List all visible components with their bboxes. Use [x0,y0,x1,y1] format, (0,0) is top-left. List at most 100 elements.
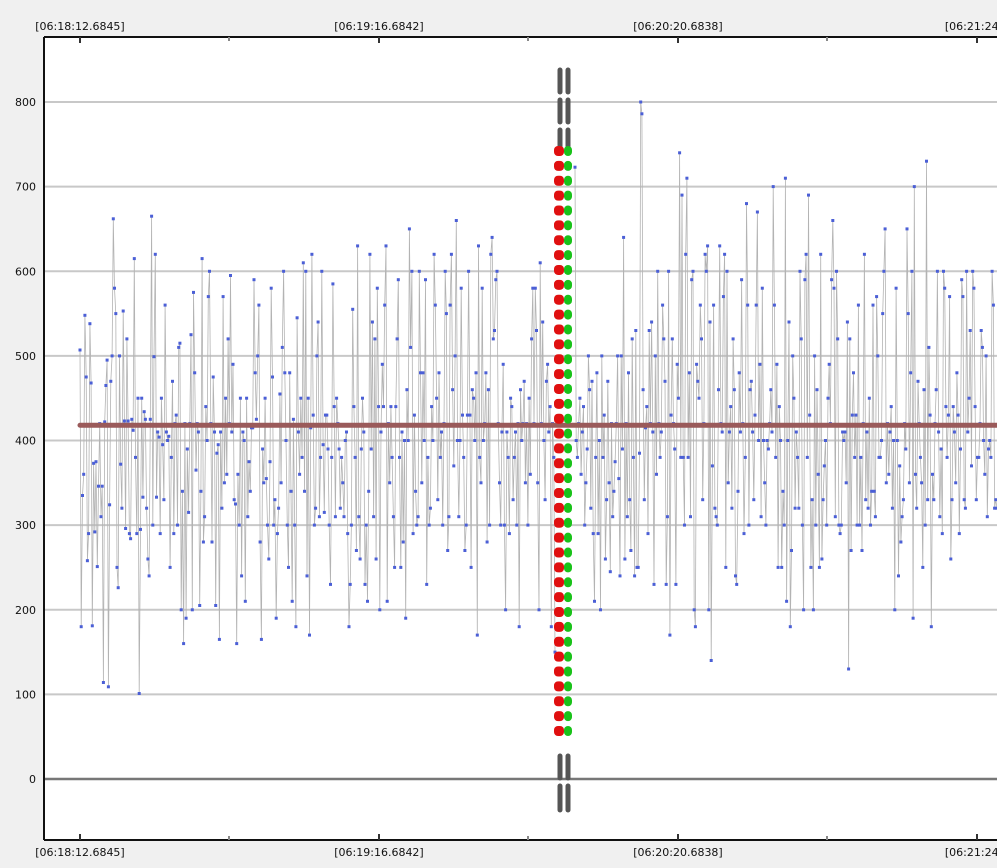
data-point [682,456,685,459]
data-point [315,354,318,357]
data-point [789,625,792,628]
data-point [167,435,170,438]
data-point [445,312,448,315]
data-point [236,473,239,476]
data-point [895,287,898,290]
data-point [831,219,834,222]
marker-green [564,399,572,409]
data-point [240,574,243,577]
marker-red [554,622,564,632]
data-point [143,410,146,413]
data-point [602,456,605,459]
data-point [515,524,518,527]
marker-red [554,577,564,587]
data-point [985,354,988,357]
data-point [100,515,103,518]
data-point [629,549,632,552]
marker-green [564,191,572,201]
data-point [156,431,159,434]
data-point [354,456,357,459]
data-point [498,481,501,484]
data-point [222,295,225,298]
data-point [920,481,923,484]
marker-green [564,488,572,498]
data-point [318,515,321,518]
data-point [586,448,589,451]
marker-green [564,310,572,320]
data-point [402,541,405,544]
data-point [811,498,814,501]
marker-green [564,161,572,171]
data-point [480,481,483,484]
data-point [749,388,752,391]
data-point [797,507,800,510]
data-point [422,371,425,374]
data-point [113,287,116,290]
data-point [496,270,499,273]
data-point [931,473,934,476]
data-point [467,270,470,273]
data-point [348,625,351,628]
data-point [889,431,892,434]
data-point [673,448,676,451]
data-point [603,414,606,417]
data-point [203,515,206,518]
data-point [207,295,210,298]
data-point [232,363,235,366]
data-point [457,515,460,518]
data-point [824,439,827,442]
data-point [407,439,410,442]
data-point [408,227,411,230]
data-point [181,490,184,493]
data-point [417,515,420,518]
data-point [359,558,362,561]
data-point [461,414,464,417]
marker-red [554,696,564,706]
data-point [656,270,659,273]
y-tick-label: 200 [15,604,36,617]
data-point [313,524,316,527]
data-point [296,316,299,319]
marker-red [554,384,564,394]
data-point [132,429,135,432]
data-point [964,507,967,510]
data-point [642,388,645,391]
data-point [462,456,465,459]
data-point [940,448,943,451]
data-point [513,456,516,459]
data-point [847,668,850,671]
data-point [246,515,249,518]
data-point [936,270,939,273]
data-point [529,473,532,476]
data-point [382,405,385,408]
data-point [892,439,895,442]
data-point [383,304,386,307]
marker-red [554,458,564,468]
data-point [338,448,341,451]
data-point [865,431,868,434]
data-point [518,625,521,628]
data-point [175,414,178,417]
data-point [550,625,553,628]
marker-green [564,652,572,662]
data-point [503,524,506,527]
data-point [674,583,677,586]
data-point [980,329,983,332]
data-point [802,608,805,611]
data-point [290,490,293,493]
data-point [653,583,656,586]
data-point [425,583,428,586]
data-point [986,515,989,518]
data-point [983,473,986,476]
data-point [844,431,847,434]
data-point [623,558,626,561]
data-point [575,439,578,442]
data-point [472,397,475,400]
data-point [191,608,194,611]
data-point [948,295,951,298]
data-point [707,608,710,611]
data-point [243,439,246,442]
marker-green [564,533,572,543]
marker-red [554,443,564,453]
marker-red [554,250,564,260]
